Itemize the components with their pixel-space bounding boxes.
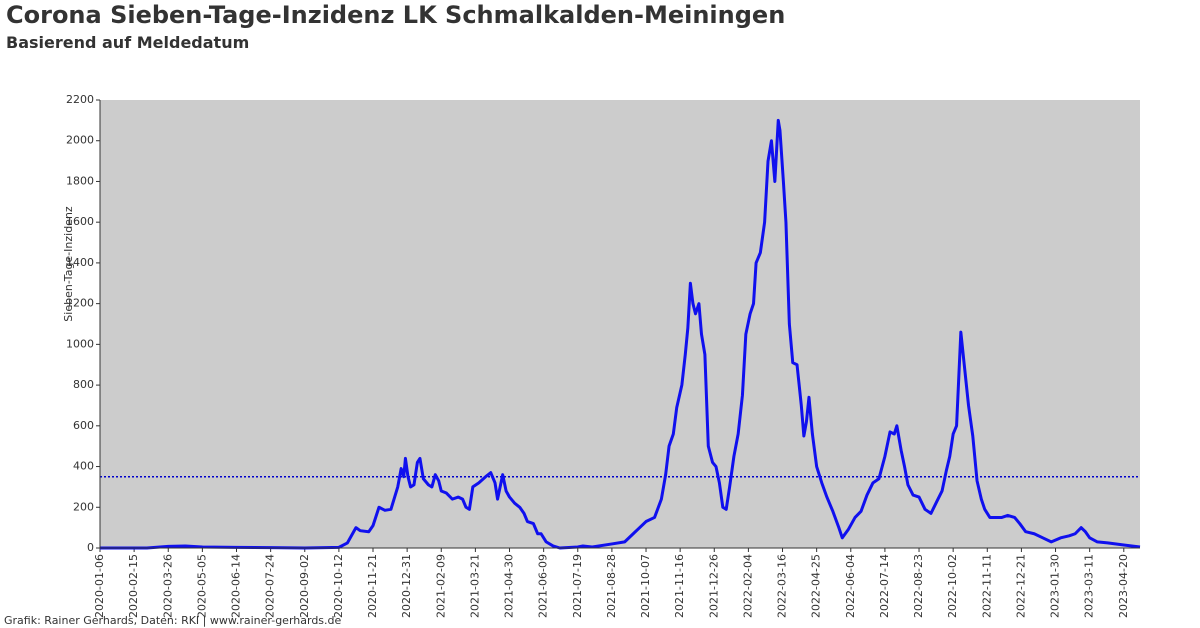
y-tick-label: 2000 [66, 134, 94, 147]
x-tick-label: 2021-12-26 [707, 554, 720, 618]
x-tick-label: 2020-05-05 [195, 554, 208, 618]
x-tick-label: 2020-01-06 [93, 554, 106, 618]
x-tick-label: 2021-07-19 [571, 554, 584, 618]
x-tick-label: 2020-02-15 [127, 554, 140, 618]
y-tick-label: 1000 [66, 337, 94, 350]
x-tick-label: 2022-03-16 [776, 554, 789, 618]
x-tick-label: 2021-03-21 [468, 554, 481, 618]
x-tick-label: 2022-10-02 [946, 554, 959, 618]
x-tick-label: 2023-01-30 [1049, 554, 1062, 618]
x-tick-label: 2020-11-21 [366, 554, 379, 618]
x-tick-label: 2020-06-14 [230, 554, 243, 618]
line [100, 118, 1141, 550]
y-axis-label: Sieben-Tage-Inzidenz [62, 206, 75, 322]
x-tick-label: 2022-12-21 [1014, 554, 1027, 618]
y-tick-label: 200 [73, 500, 94, 513]
x-tick-label: 2023-04-20 [1117, 554, 1130, 618]
y-tick-label: 1400 [66, 256, 94, 269]
x-tick-label: 2022-11-11 [980, 554, 993, 618]
y-tick-label: 400 [73, 460, 94, 473]
y-tick-label: 600 [73, 419, 94, 432]
y-tick-label: 1600 [66, 215, 94, 228]
y-tick-label: 800 [73, 378, 94, 391]
y-tick-label: 1800 [66, 174, 94, 187]
x-tick-label: 2021-04-30 [503, 554, 516, 618]
x-tick-label: 2021-10-07 [639, 554, 652, 618]
x-tick-label: 2022-06-04 [844, 554, 857, 618]
chart-title: Corona Sieben-Tage-Inzidenz LK Schmalkal… [6, 1, 785, 29]
x-tick-label: 2021-06-09 [537, 554, 550, 618]
y-tick-label: 1200 [66, 297, 94, 310]
plot-background [100, 100, 1140, 548]
chart-subtitle: Basierend auf Meldedatum [6, 33, 249, 52]
x-tick-label: 2022-02-04 [741, 554, 754, 618]
y-tick-label: 2200 [66, 93, 94, 106]
x-tick-label: 2020-10-12 [332, 554, 345, 618]
y-tick-label: 0 [87, 541, 94, 554]
x-tick-label: 2022-08-23 [912, 554, 925, 618]
x-tick-label: 2020-09-02 [298, 554, 311, 618]
x-tick-label: 2021-11-16 [673, 554, 686, 618]
x-tick-label: 2021-08-28 [605, 554, 618, 618]
x-tick-label: 2020-12-31 [400, 554, 413, 618]
x-tick-label: 2021-02-09 [434, 554, 447, 618]
x-tick-label: 2022-07-14 [878, 554, 891, 618]
x-tick-label: 2023-03-11 [1083, 554, 1096, 618]
footer: Grafik: Rainer Gerhards, Daten: RKI | ww… [4, 614, 342, 627]
x-tick-label: 2022-04-25 [810, 554, 823, 618]
x-tick-label: 2020-07-24 [264, 554, 277, 618]
x-tick-label: 2020-03-26 [161, 554, 174, 618]
